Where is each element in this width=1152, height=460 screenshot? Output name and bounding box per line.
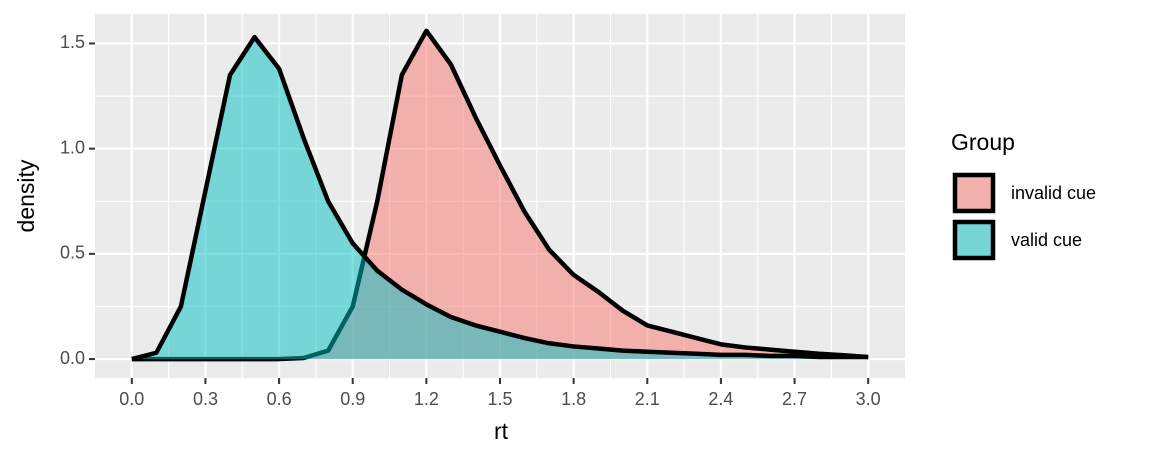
x-tick-label: 2.1 — [635, 389, 660, 409]
x-tick-label: 1.5 — [487, 389, 512, 409]
x-tick-label: 2.4 — [708, 389, 733, 409]
x-tick-label: 1.8 — [561, 389, 586, 409]
x-tick-label: 0.0 — [119, 389, 144, 409]
y-axis-title: density — [13, 159, 39, 232]
x-axis-title: rt — [494, 418, 509, 444]
y-tick-label: 0.0 — [60, 348, 85, 368]
legend-title: Group — [951, 129, 1015, 155]
y-tick-label: 0.5 — [60, 243, 85, 263]
x-tick-label: 1.2 — [414, 389, 439, 409]
x-tick-label: 0.3 — [193, 389, 218, 409]
x-tick-label: 3.0 — [856, 389, 881, 409]
x-tick-label: 0.9 — [340, 389, 365, 409]
density-area — [131, 37, 869, 360]
density-line — [131, 34, 869, 362]
x-tick-label: 2.7 — [782, 389, 807, 409]
legend-label: invalid cue — [1011, 183, 1096, 203]
legend-key — [952, 219, 996, 261]
x-tick-label: 0.6 — [267, 389, 292, 409]
y-tick-label: 1.5 — [60, 32, 85, 52]
legend-label: valid cue — [1011, 230, 1082, 250]
y-tick-label: 1.0 — [60, 137, 85, 157]
density-line — [131, 28, 869, 362]
legend-key — [952, 172, 996, 214]
density-area — [131, 30, 869, 360]
